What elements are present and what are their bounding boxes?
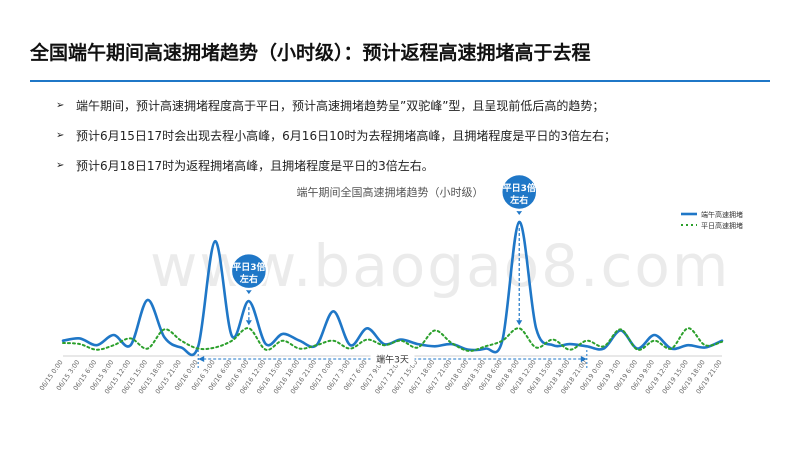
series-line-2 bbox=[62, 327, 723, 352]
bullet-text: 预计6月15日17时会出现去程小高峰，6月16日10时为去程拥堵高峰，且拥堵程度… bbox=[76, 129, 616, 143]
peak-badge-label: 左右 bbox=[239, 273, 258, 285]
peak-badge-label: 左右 bbox=[509, 194, 528, 206]
bullet-item: ➢ 端午期间，预计高速拥堵程度高于平日，预计高速拥堵趋势呈”双驼峰”型，且呈现前… bbox=[56, 98, 616, 128]
slide-title: 全国端午期间高速拥堵趋势（小时级）：预计返程高速拥堵高于去程 bbox=[30, 42, 591, 64]
peak-badge-label: 平日3倍 bbox=[503, 182, 536, 194]
span-left-arrowhead bbox=[198, 356, 205, 362]
bullet-item: ➢ 预计6月18日17时为返程拥堵高峰，且拥堵程度是平日的3倍左右。 bbox=[56, 158, 616, 188]
title-underline bbox=[30, 80, 770, 82]
series-line-1 bbox=[61, 220, 724, 357]
span-right-arrowhead bbox=[580, 356, 587, 362]
bullet-item: ➢ 预计6月15日17时会出现去程小高峰，6月16日10时为去程拥堵高峰，且拥堵… bbox=[56, 128, 616, 158]
bullet-text: 端午期间，预计高速拥堵程度高于平日，预计高速拥堵趋势呈”双驼峰”型，且呈现前低后… bbox=[76, 99, 605, 113]
arrow-bullet-icon: ➢ bbox=[56, 160, 65, 171]
bullet-list: ➢ 端午期间，预计高速拥堵程度高于平日，预计高速拥堵趋势呈”双驼峰”型，且呈现前… bbox=[56, 98, 616, 188]
legend-label: 平日高速拥堵 bbox=[701, 221, 743, 230]
chart-title: 端午期间全国高速拥堵趋势（小时级） bbox=[297, 185, 484, 199]
arrow-bullet-icon: ➢ bbox=[56, 100, 65, 111]
bullet-text: 预计6月18日17时为返程拥堵高峰，且拥堵程度是平日的3倍左右。 bbox=[76, 159, 434, 173]
span-label-bg bbox=[370, 352, 415, 365]
span-label: 端午3天 bbox=[376, 354, 409, 366]
peak-badge-label: 平日3倍 bbox=[232, 261, 265, 273]
arrow-bullet-icon: ➢ bbox=[56, 130, 65, 141]
peak-badge bbox=[499, 172, 539, 212]
peak-drop-arrowhead bbox=[516, 320, 523, 326]
legend-label: 端午高速拥堵 bbox=[701, 210, 743, 219]
peak-badge bbox=[229, 251, 269, 291]
peak-drop-arrowhead bbox=[245, 320, 252, 326]
